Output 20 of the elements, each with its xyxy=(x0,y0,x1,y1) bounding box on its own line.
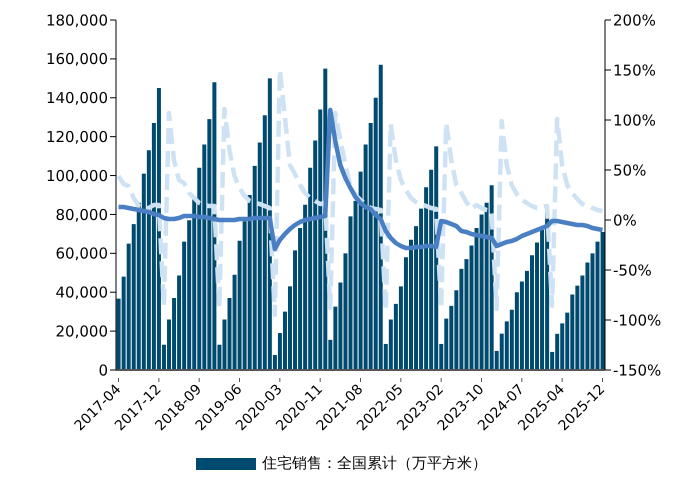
line-series xyxy=(116,108,605,252)
y-tick-label: 40,000 xyxy=(56,284,108,302)
y-tick-label: 60,000 xyxy=(56,244,108,263)
y2-tick-label: 50% xyxy=(613,161,646,180)
y2-tick-label: -100% xyxy=(613,311,662,330)
y2-tick-label: 100% xyxy=(613,111,656,130)
y2-tick-label: -150% xyxy=(613,361,662,380)
y2-tick-label: 0% xyxy=(613,211,637,230)
y-tick-label: 0 xyxy=(98,361,108,380)
y-tick-label: 120,000 xyxy=(46,128,108,146)
y2-tick-label: 150% xyxy=(613,61,656,80)
y2-tick-label: -50% xyxy=(613,261,652,280)
legend-label: 住宅销售：全国累计（万平方米） xyxy=(262,454,487,473)
y-tick-label: 160,000 xyxy=(46,50,108,68)
y-tick-label: 180,000 xyxy=(46,11,108,30)
y-tick-label: 80,000 xyxy=(56,206,108,224)
y-tick-label: 20,000 xyxy=(56,322,108,340)
y2-tick-label: 200% xyxy=(613,11,656,30)
y-tick-label: 140,000 xyxy=(46,89,108,108)
y-tick-label: 100,000 xyxy=(46,166,108,185)
